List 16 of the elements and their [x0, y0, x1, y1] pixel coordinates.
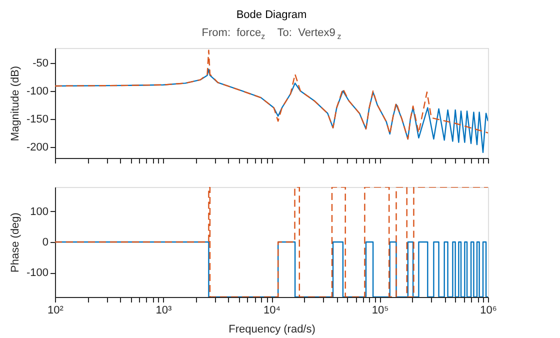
y-tick-label: -150 — [26, 113, 48, 126]
y-axis-title: Phase (deg) — [9, 212, 22, 272]
y-tick-label: -200 — [26, 141, 48, 154]
y-tick-label: -100 — [26, 267, 48, 280]
x-tick-label: 10² — [48, 304, 64, 316]
x-tick-label: 10⁵ — [372, 304, 389, 316]
y-axis-title: Magnitude (dB) — [9, 66, 22, 142]
x-tick-label: 10³ — [156, 304, 172, 316]
y-tick-label: -50 — [32, 58, 48, 70]
x-tick-label: 10⁶ — [480, 304, 497, 316]
y-tick-label: 100 — [30, 206, 48, 218]
x-axis-title: Frequency (rad/s) — [228, 324, 316, 336]
y-tick-label: -100 — [26, 85, 48, 98]
y-tick-label: 0 — [42, 236, 48, 248]
x-tick-label: 10⁴ — [264, 304, 281, 316]
chart-title: Bode Diagram — [236, 9, 307, 21]
